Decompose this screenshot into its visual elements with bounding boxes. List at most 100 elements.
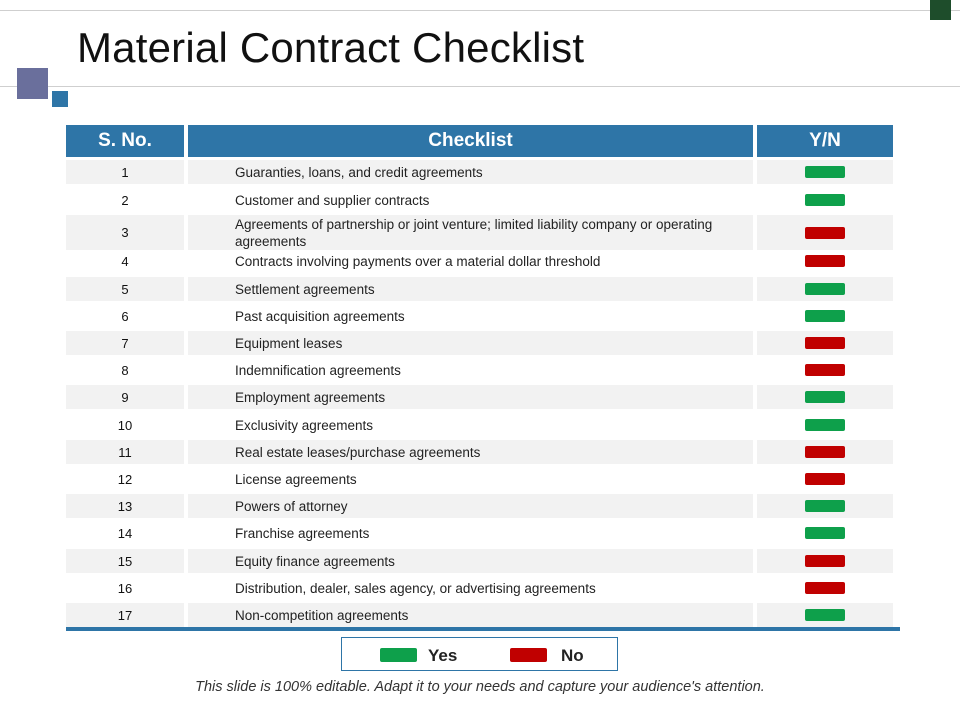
row-number-cell: 16 <box>66 576 184 600</box>
status-cell <box>757 549 893 573</box>
status-yes-indicator <box>805 194 845 206</box>
checklist-item-text: Agreements of partnership or joint ventu… <box>235 216 713 249</box>
deco-square-large <box>17 68 48 99</box>
status-yes-indicator <box>805 500 845 512</box>
checklist-item-text: Contracts involving payments over a mate… <box>235 253 601 269</box>
checklist-item-text: Employment agreements <box>235 389 386 405</box>
checklist-table: S. No. Checklist Y/N 1 Guaranties, loans,… <box>66 125 900 630</box>
header-checklist: Checklist <box>188 125 753 157</box>
status-no-indicator <box>805 555 845 567</box>
header-sno: S. No. <box>66 125 184 157</box>
checklist-item-cell: Guaranties, loans, and credit agreements <box>188 160 753 184</box>
row-number: 2 <box>121 192 129 208</box>
row-number-cell: 4 <box>66 249 184 273</box>
row-number: 8 <box>121 362 129 378</box>
row-number: 17 <box>117 607 133 623</box>
row-number-cell: 9 <box>66 385 184 409</box>
row-number-cell: 6 <box>66 304 184 328</box>
legend-yes-swatch <box>380 648 417 662</box>
checklist-item-cell: Settlement agreements <box>188 277 753 301</box>
checklist-item-text: Exclusivity agreements <box>235 417 374 433</box>
checklist-item-cell: Equity finance agreements <box>188 549 753 573</box>
checklist-item-text: Past acquisition agreements <box>235 308 405 324</box>
row-number: 12 <box>117 471 133 487</box>
checklist-item-text: Settlement agreements <box>235 281 375 297</box>
status-no-indicator <box>805 364 845 376</box>
status-cell <box>757 215 893 250</box>
status-no-indicator <box>805 337 845 349</box>
checklist-item-cell: Exclusivity agreements <box>188 413 753 437</box>
row-number-cell: 10 <box>66 413 184 437</box>
checklist-item-cell: Employment agreements <box>188 385 753 409</box>
row-number: 15 <box>117 553 133 569</box>
checklist-item-cell: Agreements of partnership or joint ventu… <box>188 215 753 250</box>
checklist-item-text: Customer and supplier contracts <box>235 192 430 208</box>
row-number-cell: 1 <box>66 160 184 184</box>
corner-square-dark <box>930 0 951 20</box>
row-number-cell: 3 <box>66 215 184 250</box>
checklist-item-text: Powers of attorney <box>235 498 348 514</box>
row-number-cell: 13 <box>66 494 184 518</box>
row-number: 11 <box>118 444 132 460</box>
status-cell <box>757 603 893 627</box>
status-no-indicator <box>805 473 845 485</box>
row-number: 13 <box>117 498 133 514</box>
checklist-item-text: Distribution, dealer, sales agency, or a… <box>235 580 596 596</box>
status-no-indicator <box>805 255 845 267</box>
checklist-item-cell: License agreements <box>188 467 753 491</box>
status-cell <box>757 160 893 184</box>
title-rule <box>0 86 960 87</box>
row-number-cell: 11 <box>66 440 184 464</box>
status-yes-indicator <box>805 310 845 322</box>
status-cell <box>757 304 893 328</box>
row-number: 6 <box>121 308 129 324</box>
checklist-item-cell: Non-competition agreements <box>188 603 753 627</box>
checklist-item-text: Real estate leases/purchase agreements <box>235 444 481 460</box>
legend-no-swatch <box>510 648 547 662</box>
status-yes-indicator <box>805 391 845 403</box>
status-yes-indicator <box>805 166 845 178</box>
checklist-item-cell: Equipment leases <box>188 331 753 355</box>
row-number-cell: 14 <box>66 521 184 545</box>
legend: Yes No <box>341 637 618 671</box>
status-cell <box>757 440 893 464</box>
status-cell <box>757 358 893 382</box>
status-cell <box>757 576 893 600</box>
status-yes-indicator <box>805 419 845 431</box>
row-number-cell: 5 <box>66 277 184 301</box>
checklist-item-cell: Real estate leases/purchase agreements <box>188 440 753 464</box>
status-yes-indicator <box>805 283 845 295</box>
status-no-indicator <box>805 582 845 594</box>
status-cell <box>757 413 893 437</box>
footer-note: This slide is 100% editable. Adapt it to… <box>195 679 765 695</box>
header-yn: Y/N <box>757 125 893 157</box>
status-cell <box>757 249 893 273</box>
status-cell <box>757 467 893 491</box>
row-number: 9 <box>121 389 129 405</box>
checklist-item-text: Indemnification agreements <box>235 362 401 378</box>
status-cell <box>757 188 893 212</box>
checklist-item-text: Guaranties, loans, and credit agreements <box>235 164 483 180</box>
legend-no-label: No <box>561 646 584 665</box>
row-number-cell: 2 <box>66 188 184 212</box>
checklist-item-text: License agreements <box>235 471 357 487</box>
row-number: 16 <box>117 580 133 596</box>
checklist-item-text: Franchise agreements <box>235 525 370 541</box>
checklist-item-text: Equity finance agreements <box>235 553 395 569</box>
row-number-cell: 8 <box>66 358 184 382</box>
row-number: 10 <box>117 417 133 433</box>
checklist-item-cell: Customer and supplier contracts <box>188 188 753 212</box>
status-no-indicator <box>805 446 845 458</box>
checklist-item-cell: Powers of attorney <box>188 494 753 518</box>
row-number: 1 <box>121 164 129 180</box>
row-number: 14 <box>117 525 133 541</box>
status-cell <box>757 521 893 545</box>
page-title: Material Contract Checklist <box>77 24 585 71</box>
checklist-item-cell: Franchise agreements <box>188 521 753 545</box>
checklist-item-cell: Contracts involving payments over a mate… <box>188 249 753 273</box>
row-number-cell: 12 <box>66 467 184 491</box>
row-number: 4 <box>121 253 129 269</box>
row-number: 5 <box>121 281 129 297</box>
row-number: 3 <box>121 225 129 240</box>
row-number-cell: 7 <box>66 331 184 355</box>
